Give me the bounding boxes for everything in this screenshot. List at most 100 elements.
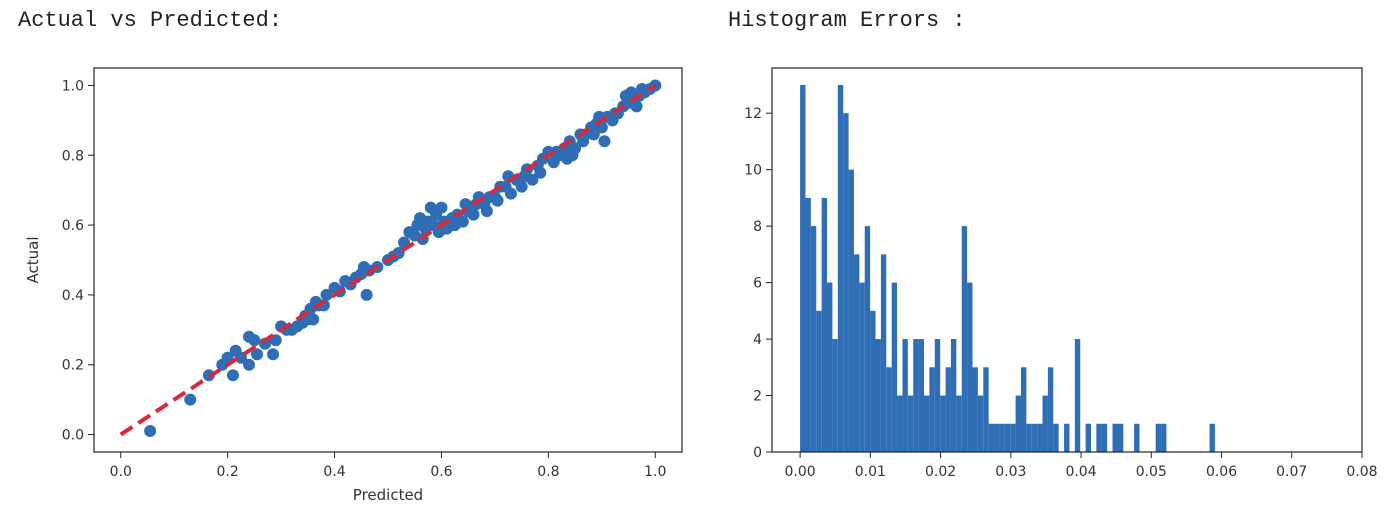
histogram-bar xyxy=(994,423,1000,452)
histogram-bar xyxy=(1064,423,1070,452)
plot-frame xyxy=(93,67,683,453)
histogram-bar xyxy=(945,367,951,452)
histogram-bar xyxy=(837,84,844,453)
histogram-bar xyxy=(832,339,838,452)
y-tick-label: 0.2 xyxy=(62,358,84,374)
y-tick-label: 10 xyxy=(744,163,762,179)
y-tick-label: 6 xyxy=(753,276,762,292)
histogram-bar xyxy=(961,226,968,452)
histogram-bar xyxy=(918,339,925,452)
y-axis-label: Actual xyxy=(24,237,42,284)
scatter-point xyxy=(235,351,247,364)
x-tick-label: 0.02 xyxy=(925,464,956,480)
histogram-bar xyxy=(859,282,865,452)
histogram-bar xyxy=(950,339,957,452)
histogram-bar xyxy=(800,84,806,453)
histogram-bar xyxy=(977,395,984,452)
histogram-bar xyxy=(999,423,1005,452)
scatter-point xyxy=(184,393,197,406)
scatter-point xyxy=(456,215,469,228)
y-tick-label: 0.8 xyxy=(62,148,84,164)
histogram-bar xyxy=(805,197,811,452)
x-tick-label: 0.8 xyxy=(537,464,559,480)
histogram-bar xyxy=(1042,395,1048,452)
scatter-point xyxy=(534,166,547,179)
histogram-bar xyxy=(875,339,881,452)
histogram-bar xyxy=(924,395,930,452)
histogram-bar xyxy=(1209,423,1215,452)
histogram-bar xyxy=(1020,367,1027,452)
histogram-bar xyxy=(1074,339,1081,452)
histogram-bar xyxy=(902,339,908,452)
histogram-bar xyxy=(1031,423,1038,452)
histogram-bar xyxy=(907,395,914,452)
histogram-bar xyxy=(913,339,919,452)
y-tick-label: 0 xyxy=(753,445,762,461)
histogram-bar xyxy=(1096,423,1102,452)
histogram-bar xyxy=(972,367,978,452)
x-tick-label: 0.0 xyxy=(110,464,132,480)
histogram-bar xyxy=(1047,367,1054,452)
x-tick-label: 0.04 xyxy=(1065,464,1096,480)
x-tick-label: 1.0 xyxy=(644,464,666,480)
histogram-bar xyxy=(1101,423,1108,452)
x-tick-label: 0.00 xyxy=(785,464,816,480)
histogram-bar xyxy=(1053,423,1059,452)
scatter-point xyxy=(251,348,264,361)
y-tick-label: 1.0 xyxy=(62,78,84,94)
y-tick-label: 0.4 xyxy=(62,288,84,304)
right-chart-heading: Histogram Errors : xyxy=(728,8,966,33)
y-tick-label: 0.0 xyxy=(62,428,84,444)
scatter-point xyxy=(435,201,448,214)
histogram-bar xyxy=(1085,423,1092,452)
x-tick-label: 0.6 xyxy=(430,464,452,480)
scatter-point xyxy=(569,142,582,155)
x-tick-label: 0.2 xyxy=(217,464,239,480)
scatter-point xyxy=(491,194,504,207)
histogram-bar xyxy=(843,113,849,453)
histogram-bar xyxy=(1134,423,1140,452)
histogram-bar xyxy=(816,310,822,452)
scatter-point xyxy=(587,128,600,141)
histogram-bar xyxy=(897,395,903,452)
left-chart-heading: Actual vs Predicted: xyxy=(18,8,283,33)
y-tick-label: 2 xyxy=(753,389,762,405)
x-tick-label: 0.07 xyxy=(1276,464,1307,480)
x-tick-label: 0.08 xyxy=(1346,464,1377,480)
scatter-point xyxy=(144,425,157,438)
scatter-point xyxy=(515,180,528,193)
y-tick-label: 0.6 xyxy=(62,218,84,234)
histogram-bar xyxy=(1026,423,1032,452)
x-tick-label: 0.4 xyxy=(323,464,345,480)
histogram-bar xyxy=(983,367,989,452)
histogram-bar xyxy=(870,310,876,452)
x-axis-label: Predicted xyxy=(353,486,423,504)
histogram-bar xyxy=(1117,423,1124,452)
histogram-bar xyxy=(1004,423,1011,452)
scatter-point xyxy=(307,313,320,326)
scatter-point xyxy=(267,348,280,361)
histogram-bar xyxy=(1037,423,1043,452)
histogram-bar xyxy=(1015,395,1021,452)
scatter-point xyxy=(243,358,256,371)
scatter-point xyxy=(320,288,333,301)
scatter-chart: 0.0 0.2 0.4 0.6 0.8 1.0 0.0 0.2 0.4 0.6 0.8 1.0 Pre… xyxy=(24,67,683,504)
histogram-bar xyxy=(1155,423,1162,452)
histogram-bar xyxy=(956,395,962,452)
scatter-point xyxy=(526,173,539,186)
scatter-point xyxy=(630,100,643,113)
histogram-bar xyxy=(880,254,887,452)
plot-frame xyxy=(771,67,1363,453)
histogram-bar xyxy=(929,367,935,452)
histogram-bar xyxy=(864,226,871,452)
histogram-bar xyxy=(988,423,995,452)
histogram-bar xyxy=(821,197,828,452)
y-tick-label: 4 xyxy=(753,332,762,348)
histogram-bar xyxy=(848,169,854,452)
histogram-bar xyxy=(886,367,892,452)
histogram-bar xyxy=(1112,423,1118,452)
histogram-bar xyxy=(1010,423,1016,452)
scatter-point xyxy=(504,187,517,200)
scatter-point xyxy=(248,334,261,347)
